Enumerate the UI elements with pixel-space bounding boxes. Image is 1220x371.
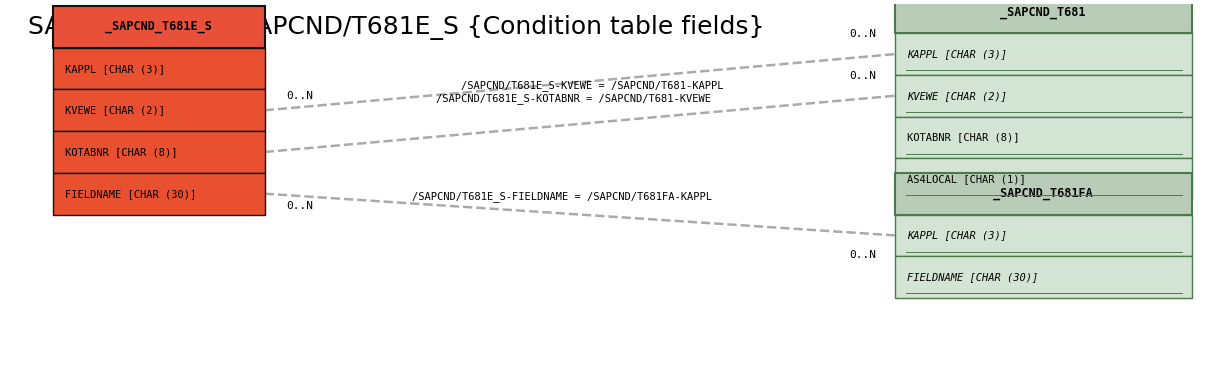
Bar <box>894 256 1192 298</box>
Bar <box>52 48 265 89</box>
Bar <box>52 131 265 173</box>
Text: _SAPCND_T681: _SAPCND_T681 <box>1000 6 1086 19</box>
Bar <box>52 173 265 214</box>
Text: SAP ABAP table /SAPCND/T681E_S {Condition table fields}: SAP ABAP table /SAPCND/T681E_S {Conditio… <box>28 15 765 40</box>
Text: KVEWE [CHAR (2)]: KVEWE [CHAR (2)] <box>65 105 165 115</box>
Text: KAPPL [CHAR (3)]: KAPPL [CHAR (3)] <box>906 49 1006 59</box>
Text: KVEWE [CHAR (2)]: KVEWE [CHAR (2)] <box>906 91 1006 101</box>
Text: KAPPL [CHAR (3)]: KAPPL [CHAR (3)] <box>65 63 165 73</box>
Bar <box>894 75 1192 116</box>
Text: AS4LOCAL [CHAR (1)]: AS4LOCAL [CHAR (1)] <box>906 174 1026 184</box>
Text: /SAPCND/T681E_S-FIELDNAME = /SAPCND/T681FA-KAPPL: /SAPCND/T681E_S-FIELDNAME = /SAPCND/T681… <box>411 191 711 202</box>
Bar <box>894 158 1192 200</box>
Bar <box>894 33 1192 75</box>
Text: _SAPCND_T681E_S: _SAPCND_T681E_S <box>105 20 212 33</box>
Bar <box>52 89 265 131</box>
Text: KOTABNR [CHAR (8)]: KOTABNR [CHAR (8)] <box>65 147 177 157</box>
Text: 0..N: 0..N <box>849 250 876 260</box>
Text: KOTABNR [CHAR (8)]: KOTABNR [CHAR (8)] <box>906 132 1020 142</box>
Text: FIELDNAME [CHAR (30)]: FIELDNAME [CHAR (30)] <box>65 189 196 199</box>
Text: 0..N: 0..N <box>849 71 876 81</box>
Text: KAPPL [CHAR (3)]: KAPPL [CHAR (3)] <box>906 230 1006 240</box>
Bar <box>894 0 1192 33</box>
Text: 0..N: 0..N <box>287 201 314 211</box>
Text: FIELDNAME [CHAR (30)]: FIELDNAME [CHAR (30)] <box>906 272 1038 282</box>
Text: 0..N: 0..N <box>849 29 876 39</box>
Text: /SAPCND/T681E_S-KOTABNR = /SAPCND/T681-KVEWE: /SAPCND/T681E_S-KOTABNR = /SAPCND/T681-K… <box>436 93 711 104</box>
Text: /SAPCND/T681E_S-KVEWE = /SAPCND/T681-KAPPL: /SAPCND/T681E_S-KVEWE = /SAPCND/T681-KAP… <box>461 81 723 91</box>
Text: 0..N: 0..N <box>287 91 314 101</box>
Bar <box>52 6 265 48</box>
Bar <box>894 116 1192 158</box>
Bar <box>894 214 1192 256</box>
Text: _SAPCND_T681FA: _SAPCND_T681FA <box>993 187 1093 200</box>
Bar <box>894 173 1192 214</box>
